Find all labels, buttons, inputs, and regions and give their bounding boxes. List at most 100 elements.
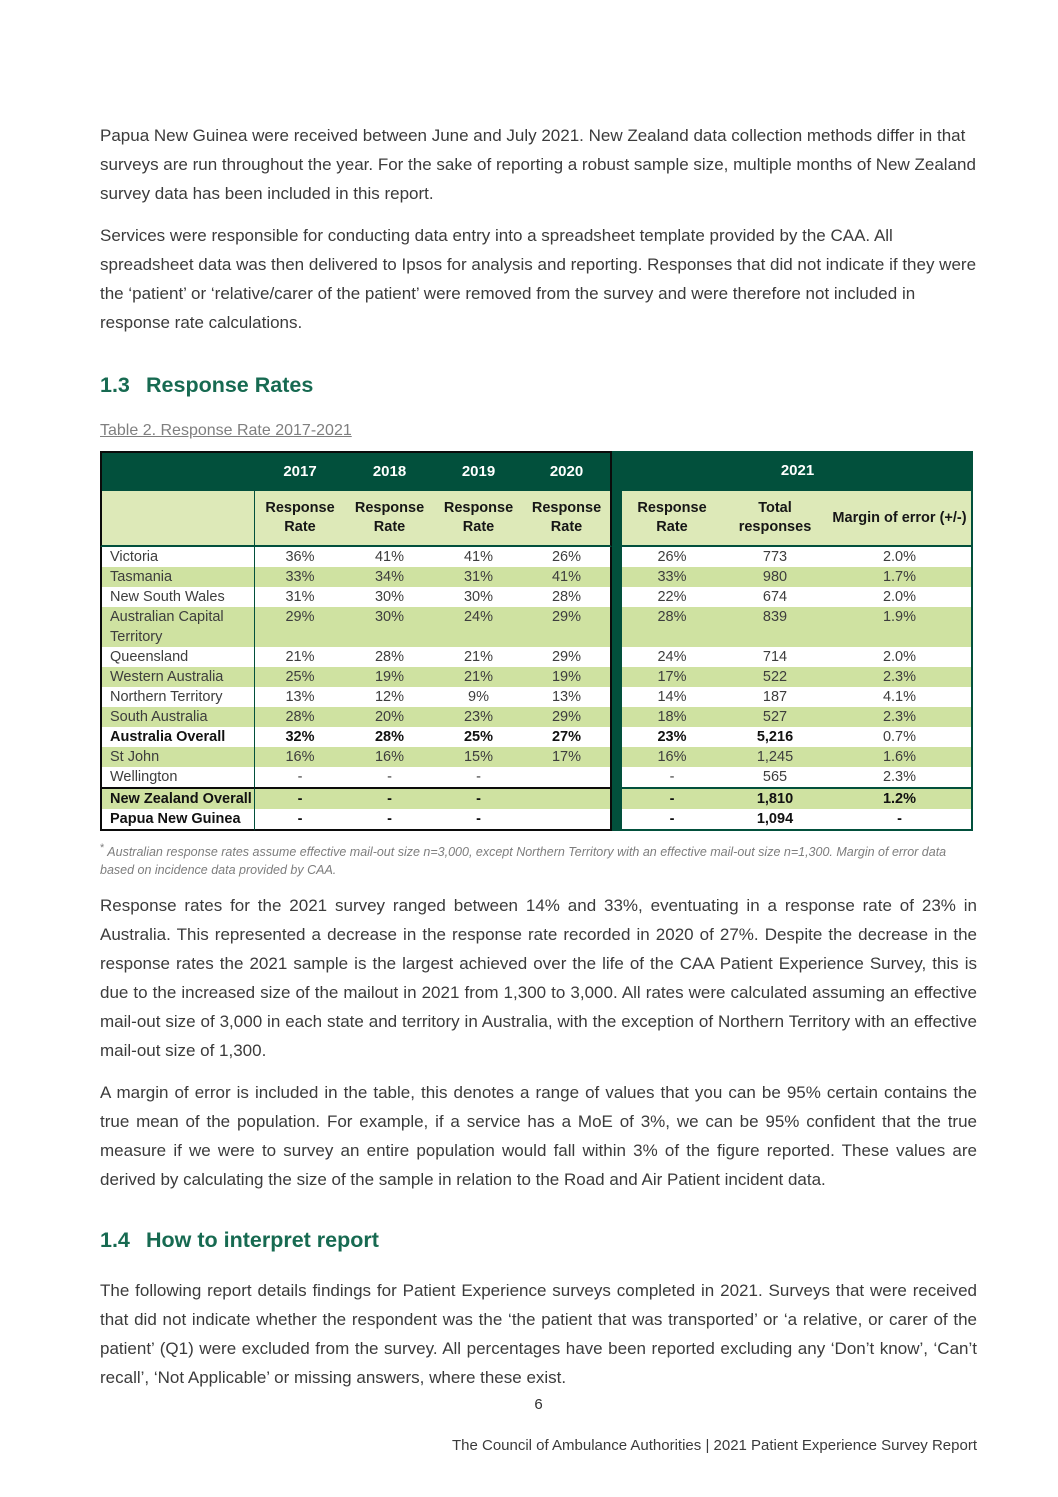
table-cell: 33% — [255, 567, 345, 587]
year-header: 2018 — [345, 451, 434, 491]
table-cell: - — [622, 809, 722, 831]
table-cell: 27% — [523, 727, 612, 747]
paragraph: Services were responsible for conducting… — [100, 226, 977, 332]
table-cell: 29% — [523, 707, 612, 727]
table-cell: 14% — [622, 687, 722, 707]
year-header: 2021 — [622, 451, 973, 491]
footnote-text: Australian response rates assume effecti… — [100, 845, 947, 877]
table-cell: 714 — [722, 647, 828, 667]
table-cell: 26% — [622, 547, 722, 567]
table-cell: 2.0% — [828, 547, 973, 567]
table-cell: 13% — [523, 687, 612, 707]
row-label: Wellington — [100, 767, 255, 787]
year-header: 2017 — [255, 451, 345, 491]
subheader-cell: Total responses — [722, 491, 828, 547]
table-cell: - — [434, 767, 523, 787]
table-separator — [612, 687, 622, 707]
table-cell: 9% — [434, 687, 523, 707]
section-number: 1.3 — [100, 373, 130, 397]
table-separator — [612, 607, 622, 647]
table-cell: 23% — [434, 707, 523, 727]
table-cell: 30% — [345, 607, 434, 647]
table-cell: 41% — [523, 567, 612, 587]
table-cell: 2.3% — [828, 667, 973, 687]
table-cell: 25% — [255, 667, 345, 687]
row-label: Western Australia — [100, 667, 255, 687]
page-footer: The Council of Ambulance Authorities | 2… — [451, 1437, 977, 1454]
table-cell: 21% — [434, 667, 523, 687]
subheader-cell: Response Rate — [523, 491, 612, 547]
table-cell: 12% — [345, 687, 434, 707]
table-cell: 187 — [722, 687, 828, 707]
table-separator — [612, 451, 622, 491]
table-cell: - — [255, 787, 345, 809]
paragraph: Papua New Guinea were received between J… — [100, 126, 976, 203]
table-cell: - — [345, 787, 434, 809]
subheader-cell: Response Rate — [622, 491, 722, 547]
table-cell: - — [255, 809, 345, 831]
table-cell: 21% — [434, 647, 523, 667]
row-label: New South Wales — [100, 587, 255, 607]
table-cell: 33% — [622, 567, 722, 587]
table-separator — [612, 727, 622, 747]
table-cell: 1.9% — [828, 607, 973, 647]
table-cell: 17% — [523, 747, 612, 767]
table-corner-cell — [100, 451, 255, 491]
table-cell: 19% — [345, 667, 434, 687]
table-separator — [612, 767, 622, 787]
table-separator — [612, 547, 622, 567]
table-cell — [523, 767, 612, 787]
table-cell: 36% — [255, 547, 345, 567]
subheader-cell: Margin of error (+/-) — [828, 491, 973, 547]
table-cell: 2.3% — [828, 707, 973, 727]
table-cell — [523, 787, 612, 809]
row-label: Australian Capital Territory — [100, 607, 255, 647]
table-cell: 32% — [255, 727, 345, 747]
footnote-marker: * — [100, 842, 105, 854]
subheader-cell: Response Rate — [255, 491, 345, 547]
table-cell: 25% — [434, 727, 523, 747]
table-separator — [612, 667, 622, 687]
table-cell: 26% — [523, 547, 612, 567]
table-cell: - — [434, 809, 523, 831]
table-cell: 16% — [622, 747, 722, 767]
table-cell: - — [622, 787, 722, 809]
table-cell: 1,094 — [722, 809, 828, 831]
table-cell: 28% — [345, 647, 434, 667]
table-cell: - — [345, 767, 434, 787]
table-cell: 17% — [622, 667, 722, 687]
table-cell: 1.7% — [828, 567, 973, 587]
table-cell: 28% — [255, 707, 345, 727]
response-rate-table: 2017 2018 2019 2020 2021 Response Rate R… — [100, 451, 973, 831]
table-separator — [612, 491, 622, 547]
table-cell: 2.0% — [828, 587, 973, 607]
table-separator — [612, 587, 622, 607]
table-cell: 29% — [523, 647, 612, 667]
table-cell: 31% — [434, 567, 523, 587]
table-cell: 1,245 — [722, 747, 828, 767]
table-cell: 839 — [722, 607, 828, 647]
subheader-cell: Response Rate — [345, 491, 434, 547]
table-cell: 980 — [722, 567, 828, 587]
section-title: How to interpret report — [146, 1228, 379, 1253]
table-cell: 1.6% — [828, 747, 973, 767]
section-heading-response-rates: 1.3 Response Rates — [100, 373, 977, 398]
table-cell: 24% — [622, 647, 722, 667]
table-separator — [612, 567, 622, 587]
row-label: South Australia — [100, 707, 255, 727]
table-cell: - — [345, 809, 434, 831]
table-caption: Table 2. Response Rate 2017-2021 — [100, 422, 352, 439]
subheader-cell — [100, 491, 255, 547]
row-label: New Zealand Overall — [100, 787, 255, 809]
page-content: Papua New Guinea were received between J… — [100, 0, 977, 1405]
table-separator — [612, 707, 622, 727]
table-cell: 34% — [345, 567, 434, 587]
subheader-cell: Response Rate — [434, 491, 523, 547]
table-cell: 0.7% — [828, 727, 973, 747]
table-cell: 16% — [255, 747, 345, 767]
table-cell: 29% — [523, 607, 612, 647]
table-cell: 527 — [722, 707, 828, 727]
table-cell: 674 — [722, 587, 828, 607]
row-label: Northern Territory — [100, 687, 255, 707]
